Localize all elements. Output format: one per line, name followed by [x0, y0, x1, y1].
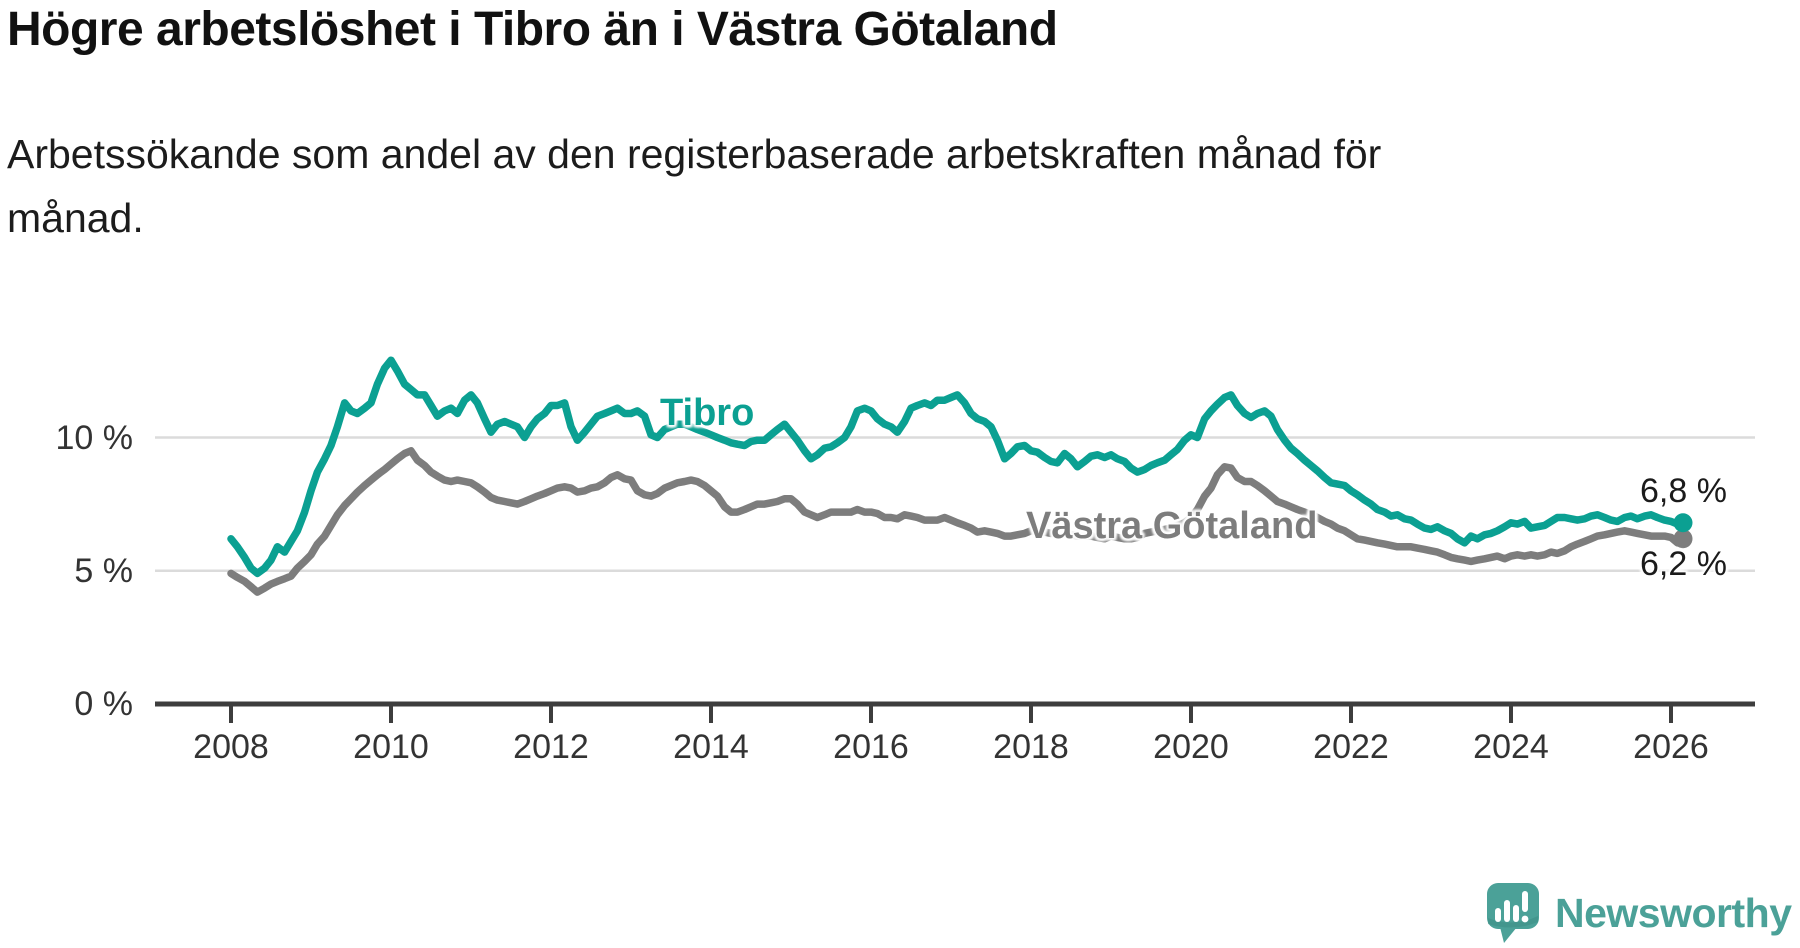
series-label-vastra-gotaland: Västra Götaland — [1026, 505, 1318, 547]
x-axis-label: 2012 — [513, 728, 589, 766]
series-line-tibro — [227, 356, 1687, 578]
y-axis-label: 5 % — [74, 551, 133, 590]
x-axis-label: 2022 — [1313, 728, 1389, 766]
gridlines — [155, 436, 1755, 572]
chart-title: Högre arbetslöshet i Tibro än i Västra G… — [7, 3, 1058, 56]
series-line-v-stra-g-taland — [227, 447, 1687, 596]
y-axis-label: 10 % — [55, 418, 134, 457]
x-axis-label: 2008 — [193, 728, 269, 766]
series-end-dot-tibro — [1673, 513, 1693, 533]
chart-subtitle: Arbetssökande som andel av den registerb… — [7, 122, 1381, 250]
end-value-label-vastra-gotaland: 6,2 % — [1640, 545, 1727, 583]
x-axis — [155, 701, 1755, 723]
newsworthy-logo-icon — [1487, 883, 1539, 943]
newsworthy-logo: Newsworthy — [1486, 882, 1792, 944]
x-axis-label: 2024 — [1473, 728, 1549, 766]
series-lines — [227, 356, 1693, 596]
chart-subtitle-line1: Arbetssökande som andel av den registerb… — [7, 131, 1382, 177]
end-value-label-tibro: 6,8 % — [1640, 472, 1727, 510]
chart-subtitle-line2: månad. — [7, 195, 144, 241]
x-axis-label: 2014 — [673, 728, 749, 766]
series-end-dot-v-stra-g-taland — [1673, 529, 1693, 549]
x-axis-label: 2020 — [1153, 728, 1229, 766]
newsworthy-logo-text: Newsworthy — [1555, 889, 1792, 936]
series-label-tibro: Tibro — [660, 392, 755, 434]
x-axis-label: 2016 — [833, 728, 909, 766]
y-axis-label: 0 % — [74, 685, 133, 723]
x-axis-label: 2026 — [1633, 728, 1709, 766]
x-axis-label: 2010 — [353, 728, 429, 766]
x-axis-label: 2018 — [993, 728, 1069, 766]
